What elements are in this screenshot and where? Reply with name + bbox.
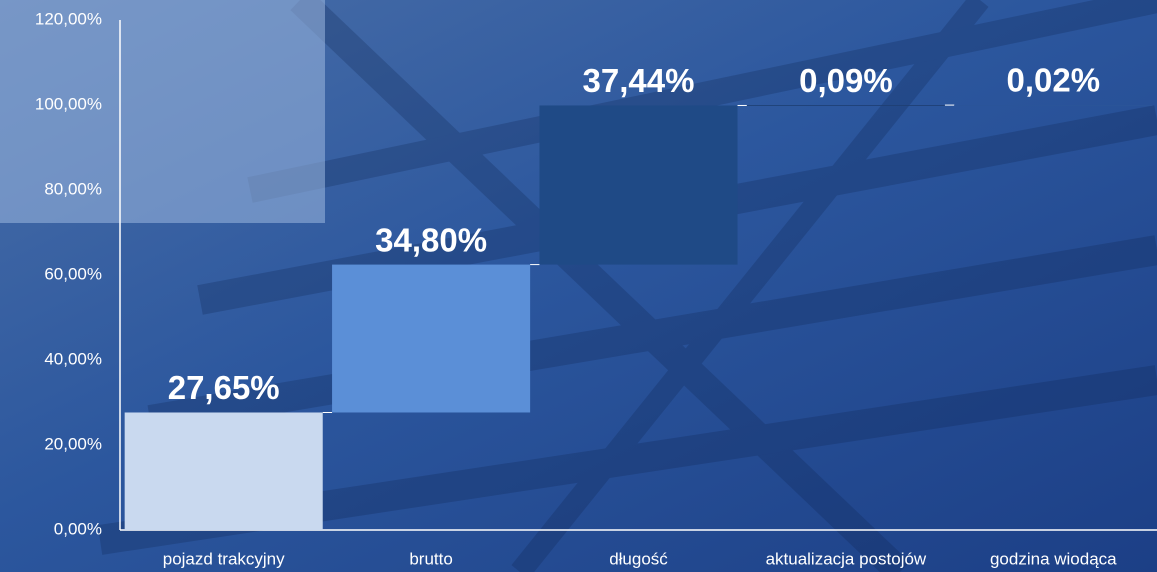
x-tick-label: brutto: [409, 549, 452, 568]
y-tick-label: 40,00%: [44, 349, 102, 368]
value-label: 34,80%: [375, 221, 487, 258]
y-tick-label: 100,00%: [35, 94, 102, 113]
y-tick-label: 120,00%: [35, 9, 102, 28]
y-tick-label: 80,00%: [44, 179, 102, 198]
bar: [747, 105, 945, 106]
value-label: 0,02%: [1007, 62, 1101, 99]
bar: [954, 105, 1152, 106]
y-tick-label: 0,00%: [54, 519, 102, 538]
y-tick-label: 60,00%: [44, 264, 102, 283]
bar: [125, 412, 323, 530]
x-tick-label: długość: [609, 549, 668, 568]
x-tick-label: pojazd trakcyjny: [163, 549, 285, 568]
value-label: 37,44%: [583, 62, 695, 99]
value-label: 27,65%: [168, 369, 280, 406]
bar: [332, 265, 530, 413]
value-label: 0,09%: [799, 62, 893, 99]
bar: [539, 105, 737, 264]
x-tick-label: godzina wiodąca: [990, 549, 1117, 568]
chart: 0,00% 20,00% 40,00% 60,00% 80,00% 100,00% 120,…: [0, 0, 1157, 572]
y-tick-label: 20,00%: [44, 434, 102, 453]
x-tick-label: aktualizacja postojów: [766, 549, 927, 568]
